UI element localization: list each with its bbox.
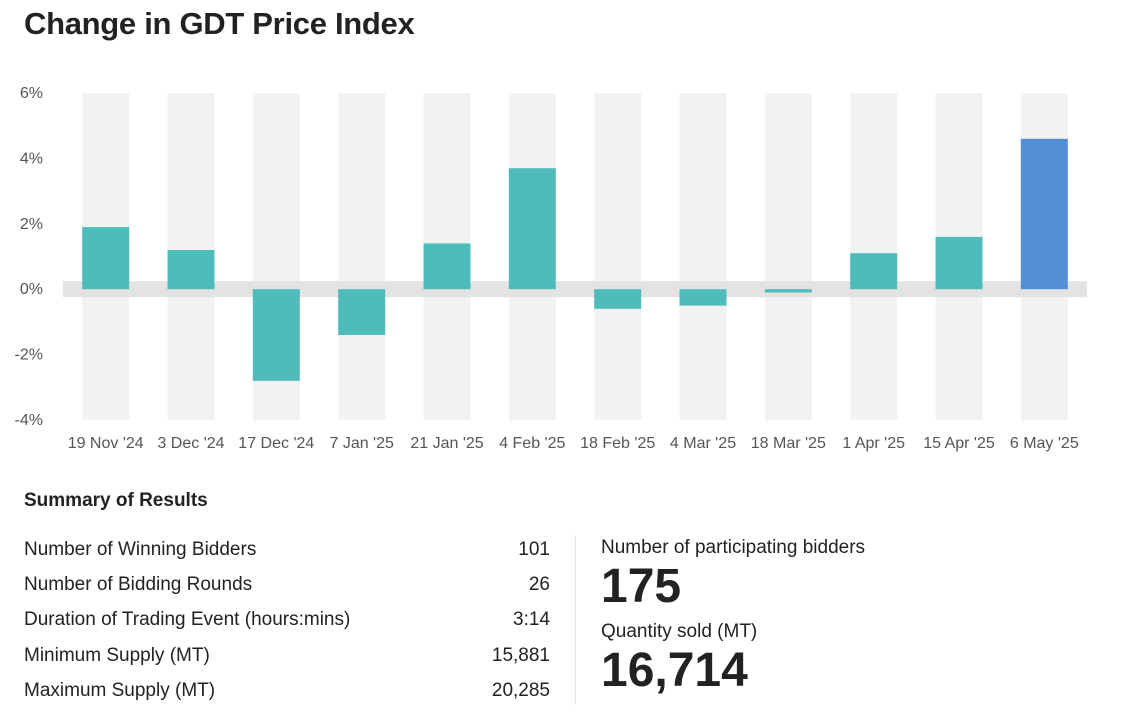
kpi-value: 175 <box>601 560 682 613</box>
x-tick-label: 18 Mar '25 <box>751 435 826 452</box>
y-axis-ticks: 6% 4% 2% 0% -2% -4% <box>15 85 43 429</box>
quantity-sold-kpi: Quantity sold (MT) 16,714 <box>601 621 757 695</box>
stat-row-bidding-rounds: Number of Bidding Rounds 26 <box>24 567 550 602</box>
bar <box>850 253 898 290</box>
summary-table: Number of Winning Bidders 101 Number of … <box>24 532 550 708</box>
column-band <box>679 93 727 420</box>
bar <box>764 289 812 293</box>
column-band <box>764 93 812 420</box>
bar <box>935 236 983 290</box>
stat-value: 20,285 <box>491 679 550 701</box>
bar <box>679 289 727 306</box>
column-band <box>338 93 386 420</box>
x-tick-label: 3 Dec '24 <box>157 435 224 452</box>
zero-band <box>63 281 1087 298</box>
y-tick-label: -4% <box>15 412 43 429</box>
x-axis-ticks: 19 Nov '24 3 Dec '24 17 Dec '24 7 Jan '25 21… <box>68 435 1079 452</box>
y-tick-label: -2% <box>15 347 43 364</box>
stat-label: Number of Bidding Rounds <box>24 574 253 596</box>
bar <box>338 289 386 335</box>
stat-label: Duration of Trading Event (hours:mins) <box>24 609 351 631</box>
stat-label: Maximum Supply (MT) <box>24 679 216 701</box>
y-tick-label: 4% <box>20 150 43 167</box>
x-tick-label: 18 Feb '25 <box>580 435 655 452</box>
stat-label: Number of Winning Bidders <box>24 539 257 560</box>
bars <box>82 138 1068 381</box>
kpi-value: 16,714 <box>601 644 748 697</box>
stat-row-duration: Duration of Trading Event (hours:mins) 3… <box>24 602 550 637</box>
stat-row-maximum-supply: Maximum Supply (MT) 20,285 <box>24 673 550 708</box>
stat-row-winning-bidders: Number of Winning Bidders 101 <box>24 532 550 567</box>
bar <box>167 250 215 290</box>
x-tick-label: 4 Feb '25 <box>499 435 565 452</box>
y-tick-label: 2% <box>20 216 43 233</box>
y-tick-label: 0% <box>20 281 43 298</box>
bar <box>423 243 471 290</box>
column-band <box>594 93 642 420</box>
summary-divider <box>575 535 576 705</box>
x-tick-label: 21 Jan '25 <box>410 435 483 452</box>
chart-title: Change in GDT Price Index <box>24 6 415 41</box>
x-tick-label: 19 Nov '24 <box>68 435 144 452</box>
bar <box>594 289 642 309</box>
bar <box>1020 138 1068 290</box>
stat-value: 15,881 <box>491 644 550 666</box>
zero-line-band <box>63 281 1087 298</box>
x-tick-label: 17 Dec '24 <box>238 435 314 452</box>
x-tick-label: 6 May '25 <box>1010 435 1079 452</box>
bar <box>252 289 300 381</box>
bar <box>508 168 556 290</box>
x-tick-label: 1 Apr '25 <box>842 435 905 452</box>
stat-label: Minimum Supply (MT) <box>24 644 210 666</box>
bar <box>82 227 130 290</box>
participating-bidders-kpi: Number of participating bidders 175 <box>601 537 865 611</box>
stat-value: 26 <box>528 574 550 596</box>
stat-value: 101 <box>518 539 550 560</box>
column-bands <box>82 93 1068 420</box>
kpi-label: Number of participating bidders <box>601 537 866 558</box>
y-tick-label: 6% <box>20 85 43 102</box>
stat-row-minimum-supply: Minimum Supply (MT) 15,881 <box>24 638 550 673</box>
stat-value: 3:14 <box>513 609 550 631</box>
x-tick-label: 7 Jan '25 <box>329 435 394 452</box>
x-tick-label: 4 Mar '25 <box>670 435 736 452</box>
x-tick-label: 15 Apr '25 <box>923 435 995 452</box>
summary-heading: Summary of Results <box>24 490 208 511</box>
price-index-bar-chart: 6% 4% 2% 0% -2% -4% 19 Nov '24 3 Dec '24 17 Dec… <box>15 85 1087 452</box>
kpi-label: Quantity sold (MT) <box>601 621 758 642</box>
